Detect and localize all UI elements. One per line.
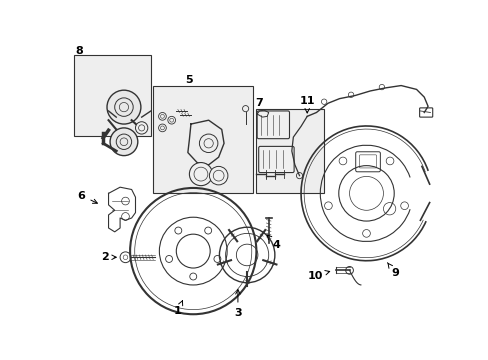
Circle shape bbox=[209, 166, 227, 185]
Text: 1: 1 bbox=[174, 301, 183, 316]
FancyBboxPatch shape bbox=[257, 111, 289, 139]
Circle shape bbox=[135, 122, 147, 134]
Circle shape bbox=[189, 163, 212, 186]
Text: 4: 4 bbox=[266, 235, 280, 250]
Text: 9: 9 bbox=[386, 263, 398, 278]
Text: 10: 10 bbox=[306, 271, 329, 281]
Circle shape bbox=[107, 90, 141, 124]
Circle shape bbox=[110, 128, 138, 156]
Text: 2: 2 bbox=[101, 252, 116, 262]
Text: 7: 7 bbox=[255, 98, 263, 108]
Text: 11: 11 bbox=[299, 96, 314, 113]
Text: 6: 6 bbox=[78, 191, 97, 203]
FancyBboxPatch shape bbox=[258, 147, 293, 172]
Text: 8: 8 bbox=[75, 46, 83, 56]
Bar bbox=[153, 86, 253, 193]
Text: 3: 3 bbox=[234, 289, 241, 318]
Text: 5: 5 bbox=[185, 75, 193, 85]
Bar bbox=[256, 109, 324, 193]
Bar bbox=[74, 55, 151, 136]
